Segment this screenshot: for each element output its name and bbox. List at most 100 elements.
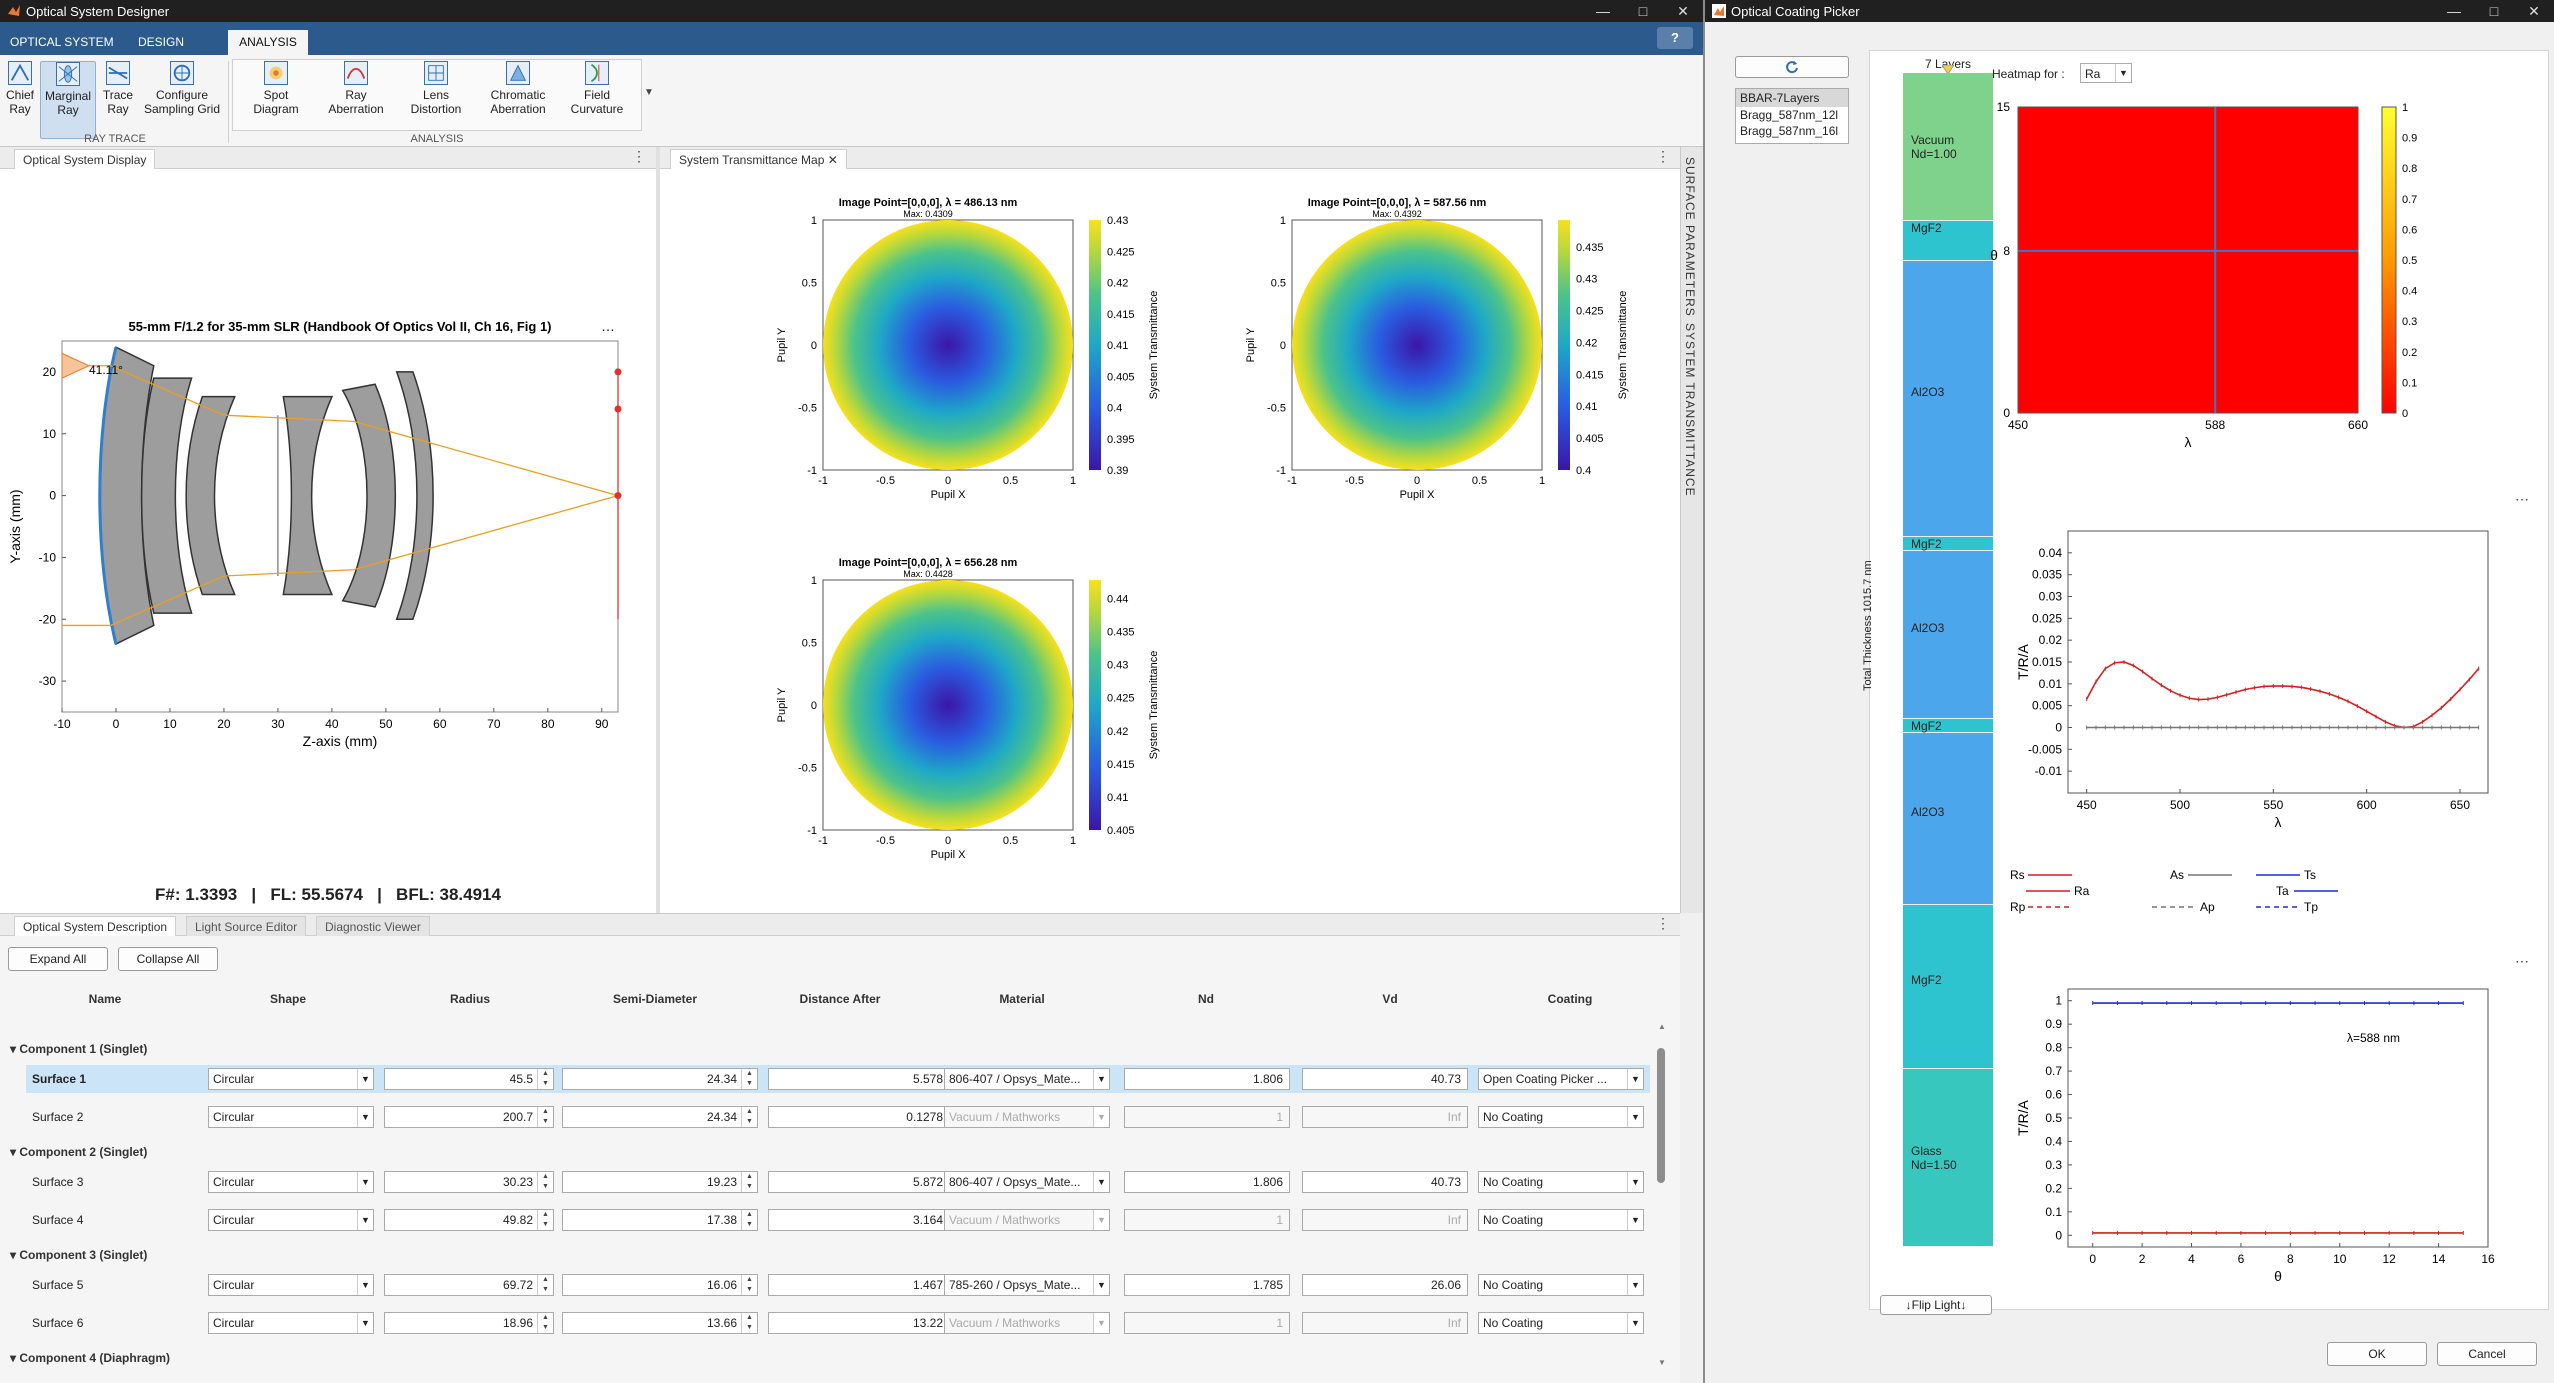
selected-surface[interactable] xyxy=(98,346,118,645)
gallery-expand-icon[interactable]: ▼ xyxy=(644,87,654,98)
spinner-icon[interactable]: ▲▼ xyxy=(537,1313,553,1333)
shape-dropdown[interactable]: Circular ▼ xyxy=(208,1068,374,1090)
heatmap-dropdown[interactable]: Ra ▼ xyxy=(2080,63,2132,83)
ray-aberration-button[interactable]: Ray Aberration xyxy=(320,61,392,116)
component-row[interactable]: ▾ Component 3 (Singlet) xyxy=(10,1248,148,1262)
scrollbar-thumb[interactable] xyxy=(1657,1048,1665,1183)
cancel-button[interactable]: Cancel xyxy=(2437,1342,2537,1366)
coating-layer[interactable]: Vacuum Nd=1.00 xyxy=(1903,73,1993,221)
minimize-icon[interactable]: — xyxy=(1596,3,1610,19)
ok-button[interactable]: OK xyxy=(2327,1342,2427,1366)
field-curvature-button[interactable]: Field Curvature xyxy=(564,61,630,116)
vd-field[interactable]: 40.73 xyxy=(1302,1068,1468,1090)
coating-dropdown[interactable]: No Coating ▼ xyxy=(1478,1171,1644,1193)
spot-diagram-button[interactable]: Spot Diagram xyxy=(240,61,312,116)
tab-system-transmittance-map[interactable]: System Transmittance Map ✕ xyxy=(670,149,847,169)
coating-layer[interactable]: MgF2 xyxy=(1903,719,1993,733)
radius-field[interactable]: 45.5 ▲ ▼ xyxy=(384,1068,554,1090)
chief-ray-button[interactable]: Chief Ray xyxy=(4,61,36,116)
surface-row[interactable]: Surface 4 Circular ▼ 49.82 ▲ ▼ 17.38 ▲ ▼ 3.16… xyxy=(26,1206,1650,1234)
shape-dropdown[interactable]: Circular ▼ xyxy=(208,1274,374,1296)
surface-row[interactable]: Surface 1 Circular ▼ 45.5 ▲ ▼ 24.34 ▲ ▼ 5.578… xyxy=(26,1065,1650,1093)
coating-layer[interactable]: Al2O3 xyxy=(1903,261,1993,537)
coating-dropdown[interactable]: No Coating ▼ xyxy=(1478,1312,1644,1334)
tab-optical-system-display[interactable]: Optical System Display xyxy=(14,149,156,169)
shape-dropdown[interactable]: Circular ▼ xyxy=(208,1312,374,1334)
chromatic-aberration-button[interactable]: Chromatic Aberration xyxy=(478,61,558,116)
nd-field[interactable]: 1.806 xyxy=(1124,1068,1290,1090)
material-dropdown[interactable]: 785-260 / Opsys_Mate... ▼ xyxy=(944,1274,1110,1296)
component-row[interactable]: ▾ Component 2 (Singlet) xyxy=(10,1145,148,1159)
radius-field[interactable]: 69.72 ▲ ▼ xyxy=(384,1274,554,1296)
distance-after-field[interactable]: 1.467▲▼ xyxy=(768,1274,964,1296)
coating-layer[interactable]: MgF2 xyxy=(1903,537,1993,551)
vd-field[interactable]: 26.06 xyxy=(1302,1274,1468,1296)
coating-dropdown[interactable]: Open Coating Picker ... ▼ xyxy=(1478,1068,1644,1090)
radius-field[interactable]: 30.23 ▲ ▼ xyxy=(384,1171,554,1193)
tab-diagnostic-viewer[interactable]: Diagnostic Viewer xyxy=(316,916,430,936)
vertical-splitter[interactable] xyxy=(656,147,660,913)
spinner-icon[interactable]: ▲▼ xyxy=(741,1275,757,1295)
plot-menu-icon[interactable]: ⋯ xyxy=(2515,953,2530,969)
coating-layer[interactable]: Al2O3 xyxy=(1903,551,1993,719)
spinner-icon[interactable]: ▲▼ xyxy=(537,1069,553,1089)
spinner-icon[interactable]: ▲▼ xyxy=(741,1172,757,1192)
flip-light-button[interactable]: ↓Flip Light↓ xyxy=(1880,1295,1992,1315)
coating-layer[interactable]: MgF2 xyxy=(1903,221,1993,261)
close-icon[interactable]: ✕ xyxy=(2528,3,2540,19)
component-row[interactable]: ▾ Component 1 (Singlet) xyxy=(10,1042,148,1056)
panel-menu-icon[interactable]: ⋮ xyxy=(1656,915,1671,931)
spinner-icon[interactable]: ▲▼ xyxy=(537,1210,553,1230)
coating-list-item[interactable]: Bragg_587nm_16l xyxy=(1740,124,1839,138)
tab-system-transmittance[interactable]: SYSTEM TRANSMITTANCE xyxy=(1683,323,1697,497)
coating-layer[interactable]: MgF2 xyxy=(1903,905,1993,1069)
tab-light-source-editor[interactable]: Light Source Editor xyxy=(186,916,307,936)
distance-after-field[interactable]: 5.872▲▼ xyxy=(768,1171,964,1193)
radius-field[interactable]: 18.96 ▲ ▼ xyxy=(384,1312,554,1334)
refresh-button[interactable] xyxy=(1735,56,1849,78)
coating-dropdown[interactable]: No Coating ▼ xyxy=(1478,1274,1644,1296)
vd-field[interactable]: 40.73 xyxy=(1302,1171,1468,1193)
spinner-icon[interactable]: ▲▼ xyxy=(537,1172,553,1192)
tab-optical-system-description[interactable]: Optical System Description xyxy=(14,916,177,936)
distance-after-field[interactable]: 0.1278▲▼ xyxy=(768,1106,964,1128)
shape-dropdown[interactable]: Circular ▼ xyxy=(208,1171,374,1193)
semi-diameter-field[interactable]: 13.66 ▲ ▼ xyxy=(562,1312,758,1334)
table-scrollbar[interactable]: ▲ ▼ xyxy=(1656,1022,1666,1372)
surface-row[interactable]: Surface 2 Circular ▼ 200.7 ▲ ▼ 24.34 ▲ ▼ 0.12… xyxy=(26,1103,1650,1131)
heatmap-cells[interactable] xyxy=(2017,106,2359,414)
scroll-down-icon[interactable]: ▼ xyxy=(1658,1358,1666,1367)
semi-diameter-field[interactable]: 16.06 ▲ ▼ xyxy=(562,1274,758,1296)
tab-design[interactable]: DESIGN xyxy=(138,35,185,49)
help-button[interactable]: ? xyxy=(1657,27,1693,49)
coating-list[interactable]: BBAR-7Layers Bragg_587nm_12l Bragg_587nm… xyxy=(1735,88,1849,144)
configure-sampling-grid-button[interactable]: Configure Sampling Grid xyxy=(140,61,224,116)
scroll-up-icon[interactable]: ▲ xyxy=(1658,1022,1666,1031)
surface-row[interactable]: Surface 6 Circular ▼ 18.96 ▲ ▼ 13.66 ▲ ▼ 13.2… xyxy=(26,1309,1650,1337)
trace-ray-button[interactable]: Trace Ray xyxy=(100,61,136,116)
marginal-ray-button[interactable]: Marginal Ray xyxy=(40,61,96,139)
coating-dropdown[interactable]: No Coating ▼ xyxy=(1478,1209,1644,1231)
nd-field[interactable]: 1.806 xyxy=(1124,1171,1290,1193)
distance-after-field[interactable]: 13.22▲▼ xyxy=(768,1312,964,1334)
distance-after-field[interactable]: 3.164▲▼ xyxy=(768,1209,964,1231)
spinner-icon[interactable]: ▲▼ xyxy=(741,1069,757,1089)
plot-menu-icon[interactable]: … xyxy=(601,318,615,334)
nd-field[interactable]: 1.785 xyxy=(1124,1274,1290,1296)
shape-dropdown[interactable]: Circular ▼ xyxy=(208,1209,374,1231)
radius-field[interactable]: 200.7 ▲ ▼ xyxy=(384,1106,554,1128)
panel-menu-icon[interactable]: ⋮ xyxy=(632,148,647,164)
close-tab-icon[interactable]: ✕ xyxy=(827,153,838,167)
semi-diameter-field[interactable]: 24.34 ▲ ▼ xyxy=(562,1068,758,1090)
spinner-icon[interactable]: ▲▼ xyxy=(741,1107,757,1127)
panel-menu-icon[interactable]: ⋮ xyxy=(1656,148,1671,164)
shape-dropdown[interactable]: Circular ▼ xyxy=(208,1106,374,1128)
spinner-icon[interactable]: ▲▼ xyxy=(537,1107,553,1127)
distance-after-field[interactable]: 5.578▲▼ xyxy=(768,1068,964,1090)
surface-row[interactable]: Surface 3 Circular ▼ 30.23 ▲ ▼ 19.23 ▲ ▼ 5.87… xyxy=(26,1168,1650,1196)
coating-list-item[interactable]: BBAR-7Layers xyxy=(1736,89,1848,107)
radius-field[interactable]: 49.82 ▲ ▼ xyxy=(384,1209,554,1231)
spinner-icon[interactable]: ▲▼ xyxy=(741,1313,757,1333)
maximize-icon[interactable]: □ xyxy=(1638,3,1648,19)
close-icon[interactable]: ✕ xyxy=(1677,3,1689,19)
